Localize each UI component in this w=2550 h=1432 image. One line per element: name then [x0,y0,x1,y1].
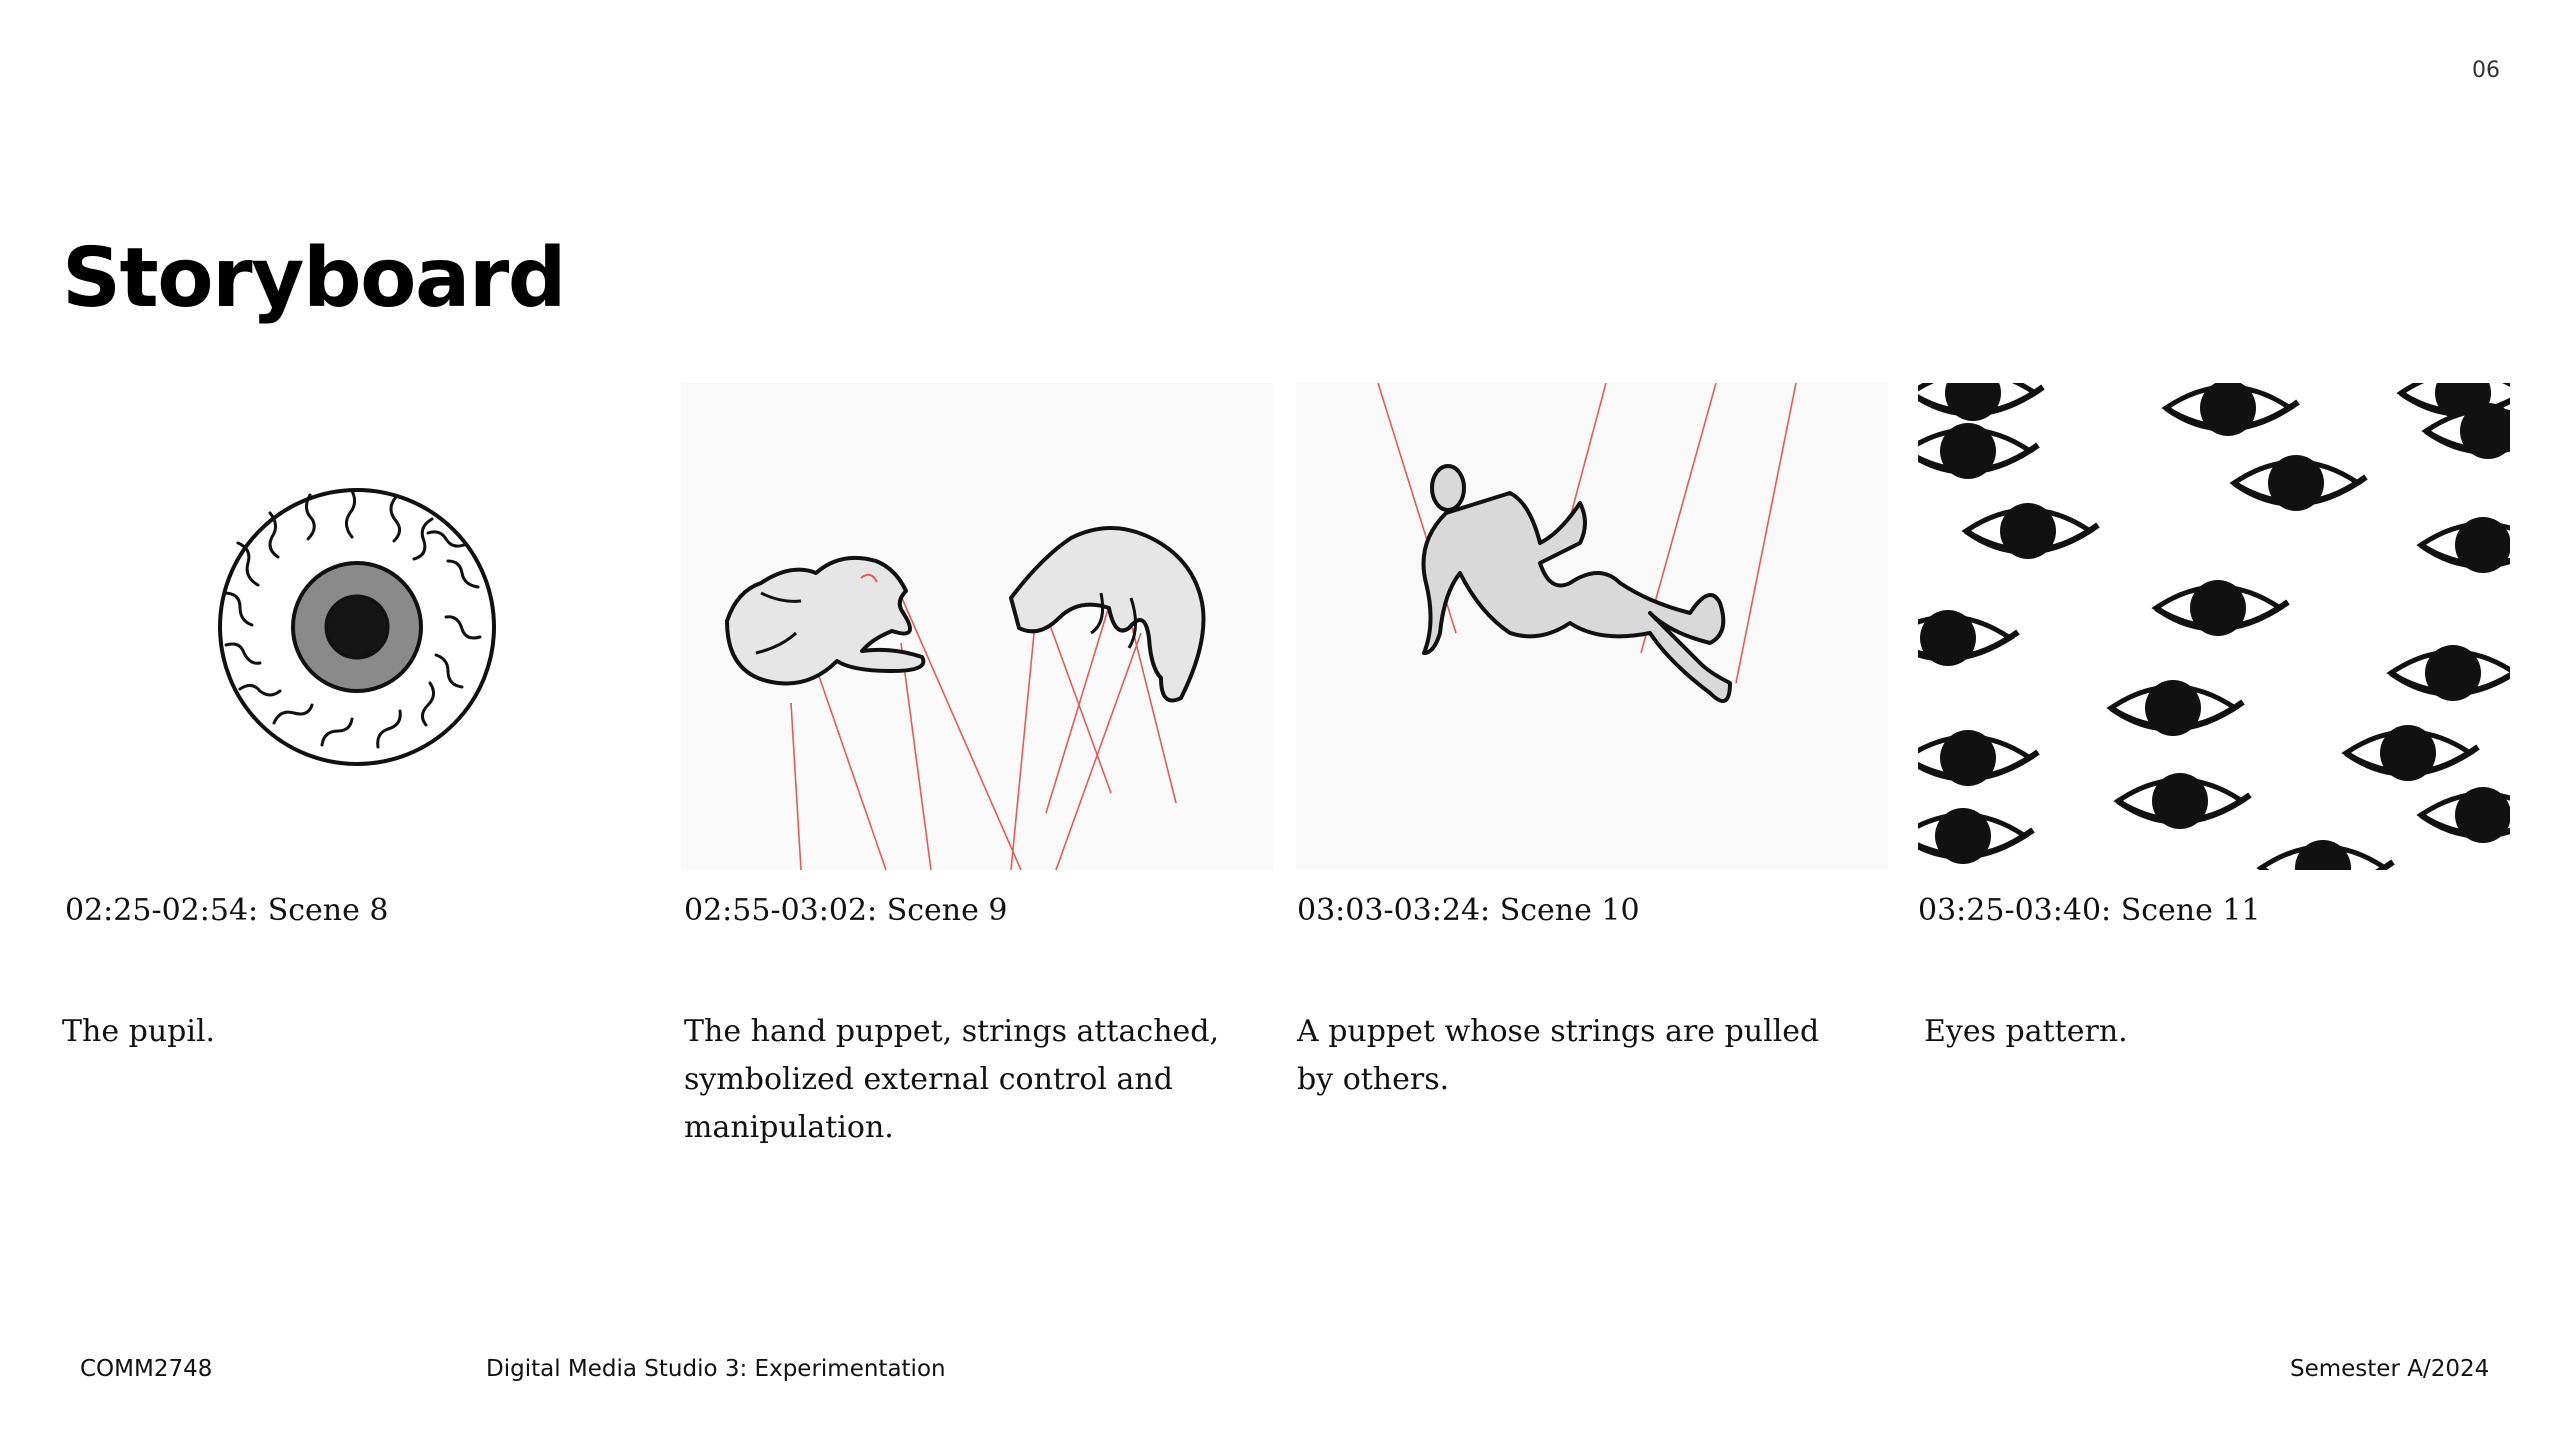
scene-10-image [1296,383,1888,870]
scene-11-caption: 03:25-03:40: Scene 11 [1918,893,2261,928]
scene-9-image [681,383,1273,870]
scene-8-image [60,383,652,870]
page-number: 06 [2472,58,2500,83]
scene-8-caption: 02:25-02:54: Scene 8 [65,893,389,928]
scene-9-description: The hand puppet, strings attached, symbo… [684,1014,1220,1145]
page-title: Storyboard [62,231,567,326]
scene-11-image [1918,383,2510,870]
footer-course-name: Digital Media Studio 3: Experimentation [486,1356,946,1382]
footer-course-code: COMM2748 [80,1356,213,1382]
footer-semester: Semester A/2024 [2290,1356,2490,1382]
scene-9-caption: 02:55-03:02: Scene 9 [684,893,1008,928]
scene-11-description: Eyes pattern. [1924,1014,2128,1049]
scene-10-caption: 03:03-03:24: Scene 10 [1297,893,1640,928]
scene-10-description: A puppet whose strings are pulled by oth… [1297,1014,1820,1097]
scene-8-description: The pupil. [62,1014,216,1049]
